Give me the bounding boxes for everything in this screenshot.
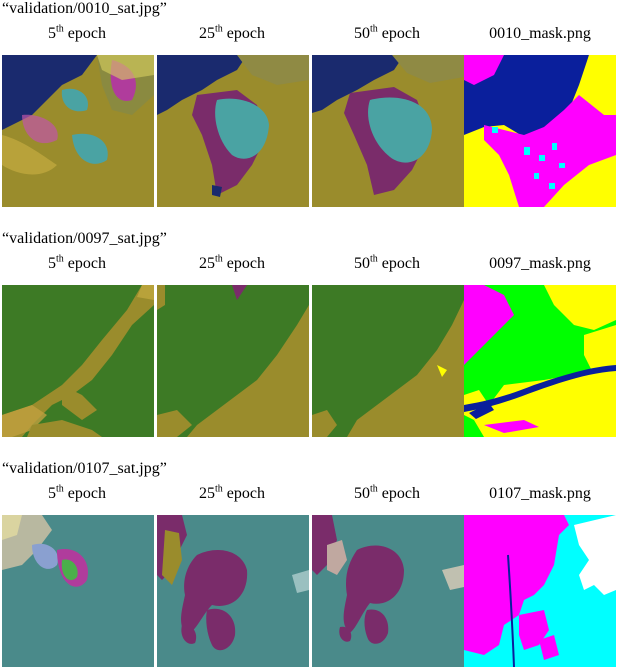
col-label-0010-epoch50: 50th epoch xyxy=(354,23,420,42)
prediction-0097-epoch25 xyxy=(157,285,309,437)
col-label-0097-epoch50: 50th epoch xyxy=(354,253,420,272)
section-title-0107: “validation/0107_sat.jpg” xyxy=(2,460,167,477)
mask-0107 xyxy=(464,515,616,667)
prediction-0010-epoch5 xyxy=(2,55,154,207)
col-label-0107-epoch5: 5th epoch xyxy=(48,483,106,502)
prediction-0010-epoch25 xyxy=(157,55,309,207)
col-label-0010-epoch5: 5th epoch xyxy=(48,23,106,42)
prediction-0010-epoch50 xyxy=(312,55,464,207)
section-title-0010: “validation/0010_sat.jpg” xyxy=(2,0,167,17)
prediction-0107-epoch5 xyxy=(2,515,154,667)
col-label-0107-epoch50: 50th epoch xyxy=(354,483,420,502)
prediction-0097-epoch5 xyxy=(2,285,154,437)
prediction-0097-epoch50 xyxy=(312,285,464,437)
col-label-0010-mask: 0010_mask.png xyxy=(489,25,591,42)
col-label-0097-mask: 0097_mask.png xyxy=(489,255,591,272)
prediction-0107-epoch50 xyxy=(312,515,464,667)
prediction-0107-epoch25 xyxy=(157,515,309,667)
mask-0097 xyxy=(464,285,616,437)
col-label-0107-mask: 0107_mask.png xyxy=(489,485,591,502)
col-label-0107-epoch25: 25th epoch xyxy=(199,483,265,502)
section-title-0097: “validation/0097_sat.jpg” xyxy=(2,230,167,247)
mask-0010 xyxy=(464,55,616,207)
col-label-0010-epoch25: 25th epoch xyxy=(199,23,265,42)
col-label-0097-epoch25: 25th epoch xyxy=(199,253,265,272)
col-label-0097-epoch5: 5th epoch xyxy=(48,253,106,272)
